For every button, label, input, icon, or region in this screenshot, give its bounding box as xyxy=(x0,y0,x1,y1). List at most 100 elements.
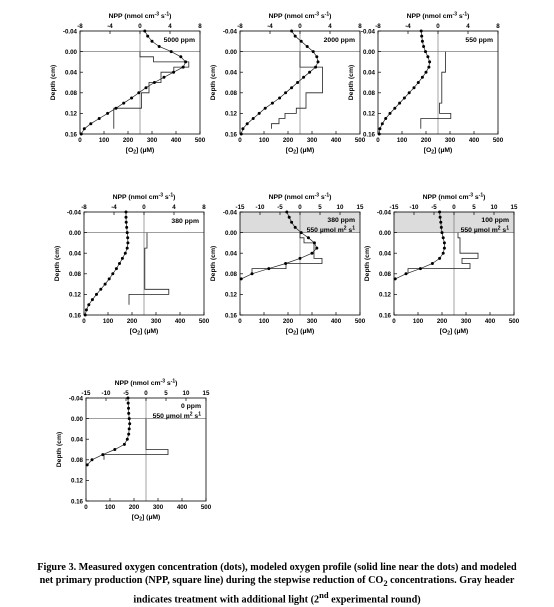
npp-axis-title-part: -3 xyxy=(453,12,458,18)
light-label-part: 1 xyxy=(352,226,355,232)
y-tick-label: -0.04 xyxy=(223,28,238,35)
o2-measured-dot xyxy=(298,256,302,260)
x-npp-tick-label: 4 xyxy=(172,204,176,211)
x-o2-tick-label: 500 xyxy=(493,137,504,144)
x-npp-tick-label: -4 xyxy=(111,204,117,211)
o2-measured-dot xyxy=(290,220,294,224)
o2-measured-dot xyxy=(308,70,312,74)
o2-measured-dot xyxy=(241,127,245,131)
chart-panel: -0.040.000.040.080.120.160 100 200 300 400 50… xyxy=(364,193,520,337)
o2-measured-dot xyxy=(125,246,129,250)
y-tick-label: 0.04 xyxy=(225,251,238,258)
o2-measured-dot xyxy=(181,65,185,69)
o2-measured-dot xyxy=(285,210,289,214)
y-tick-label: 0.08 xyxy=(65,90,78,97)
o2-measured-dot xyxy=(412,86,416,90)
o2-measured-dot xyxy=(427,65,431,69)
caption-line-3-sup: nd xyxy=(319,590,329,601)
o2-measured-dot xyxy=(122,442,126,446)
x-npp-tick-label: -10 xyxy=(102,390,112,397)
o2-measured-dot xyxy=(404,272,408,276)
caption-line-2-sub: 2 xyxy=(383,577,388,588)
x-npp-tick-label: 5 xyxy=(472,204,476,211)
o2-measured-dot xyxy=(152,81,156,84)
y-tick-label: 0.00 xyxy=(65,49,78,56)
x-npp-tick-label: -5 xyxy=(123,390,129,397)
x-npp-tick-label: -8 xyxy=(81,204,87,211)
x-npp-tick-label: -5 xyxy=(277,204,283,211)
y-tick-label: 0.08 xyxy=(225,90,238,97)
x-npp-tick-label: 0 xyxy=(436,23,440,30)
o2-axis-title-part: [O xyxy=(286,147,294,154)
y-tick-label: 0.04 xyxy=(363,70,376,77)
x-npp-tick-label: 0 xyxy=(298,23,302,30)
o2-measured-dot xyxy=(315,55,319,59)
x-o2-tick-label: 200 xyxy=(283,137,294,144)
npp-axis-title-part: -1 xyxy=(463,12,468,18)
caption-line-1: Figure 3. Measured oxygen concentration … xyxy=(37,562,517,573)
o2-measured-dot xyxy=(420,75,424,79)
o2-measured-dot xyxy=(442,246,446,250)
x-npp-tick-label: -8 xyxy=(77,23,83,30)
npp-axis-title-part: ) xyxy=(175,380,177,387)
o2-measured-dot xyxy=(384,117,388,120)
o2-measured-dot xyxy=(150,39,154,43)
o2-axis-title-part: 2 xyxy=(137,331,140,337)
y-tick-label: 0.00 xyxy=(363,49,376,56)
npp-axis-title-part: ) xyxy=(483,194,485,201)
o2-axis-title: [O2] (µM) xyxy=(440,328,469,337)
x-o2-tick-label: 100 xyxy=(103,318,114,325)
y-tick-label: 0.16 xyxy=(225,131,238,138)
o2-measured-dot xyxy=(424,70,428,74)
npp-axis-title-part: ) xyxy=(329,194,331,201)
o2-measured-dot xyxy=(420,34,424,38)
o2-measured-dot xyxy=(424,50,427,54)
light-label: 550 µmol m2 s1 xyxy=(461,226,510,235)
o2-axis-title-part: ] (µM) xyxy=(296,328,314,335)
o2-measured-dot xyxy=(106,111,110,115)
o2-measured-dot xyxy=(422,45,426,48)
x-npp-tick-label: -10 xyxy=(256,204,266,211)
x-o2-tick-label: 0 xyxy=(238,318,242,325)
o2-measured-dot xyxy=(312,241,316,245)
npp-axis-title-part: ) xyxy=(169,13,171,20)
o2-measured-dot xyxy=(82,127,86,131)
npp-axis-title: NPP (nmol cm-3 s-1) xyxy=(113,193,176,202)
o2-measured-dot xyxy=(97,117,101,120)
x-o2-tick-label: 100 xyxy=(259,137,270,144)
figure-caption: Figure 3. Measured oxygen concentration … xyxy=(14,562,540,607)
o2-measured-dot xyxy=(239,132,243,136)
y-tick-label: 0.16 xyxy=(379,312,392,319)
o2-axis-title-part: ] (µM) xyxy=(140,328,158,335)
x-o2-tick-label: 400 xyxy=(331,137,342,144)
x-npp-tick-label: -15 xyxy=(390,204,400,211)
x-o2-tick-label: 300 xyxy=(307,318,318,325)
depth-axis-title: Depth (cm) xyxy=(348,65,355,101)
o2-measured-dot xyxy=(267,267,271,271)
o2-measured-dot xyxy=(290,29,294,33)
o2-measured-dot xyxy=(127,411,131,415)
o2-measured-dot xyxy=(393,277,397,281)
o2-measured-dot xyxy=(90,458,94,462)
y-tick-label: -0.04 xyxy=(69,395,84,402)
o2-measured-dot xyxy=(125,231,129,235)
o2-axis-title-part: ] (µM) xyxy=(142,514,160,521)
o2-measured-dot xyxy=(441,236,445,240)
y-tick-label: 0.04 xyxy=(65,70,78,77)
y-tick-label: -0.04 xyxy=(67,209,82,216)
o2-measured-dot xyxy=(172,70,176,74)
npp-step-line xyxy=(407,232,479,274)
light-label-part: 2 xyxy=(498,226,501,232)
o2-measured-dot xyxy=(441,251,445,255)
o2-axis-title-part: 2 xyxy=(133,150,136,156)
x-npp-tick-label: -15 xyxy=(82,390,92,397)
light-label-part: µmol m xyxy=(474,227,498,234)
y-tick-label: 0.12 xyxy=(363,111,376,118)
o2-axis-title-part: ] (µM) xyxy=(434,147,452,154)
o2-axis-title-part: 2 xyxy=(139,517,142,523)
y-tick-label: 0.12 xyxy=(379,292,392,299)
y-tick-label: 0.00 xyxy=(69,230,82,237)
x-npp-tick-label: -4 xyxy=(405,23,411,30)
o2-axis-title: [O2] (µM) xyxy=(286,147,315,156)
o2-measured-dot xyxy=(302,75,306,79)
